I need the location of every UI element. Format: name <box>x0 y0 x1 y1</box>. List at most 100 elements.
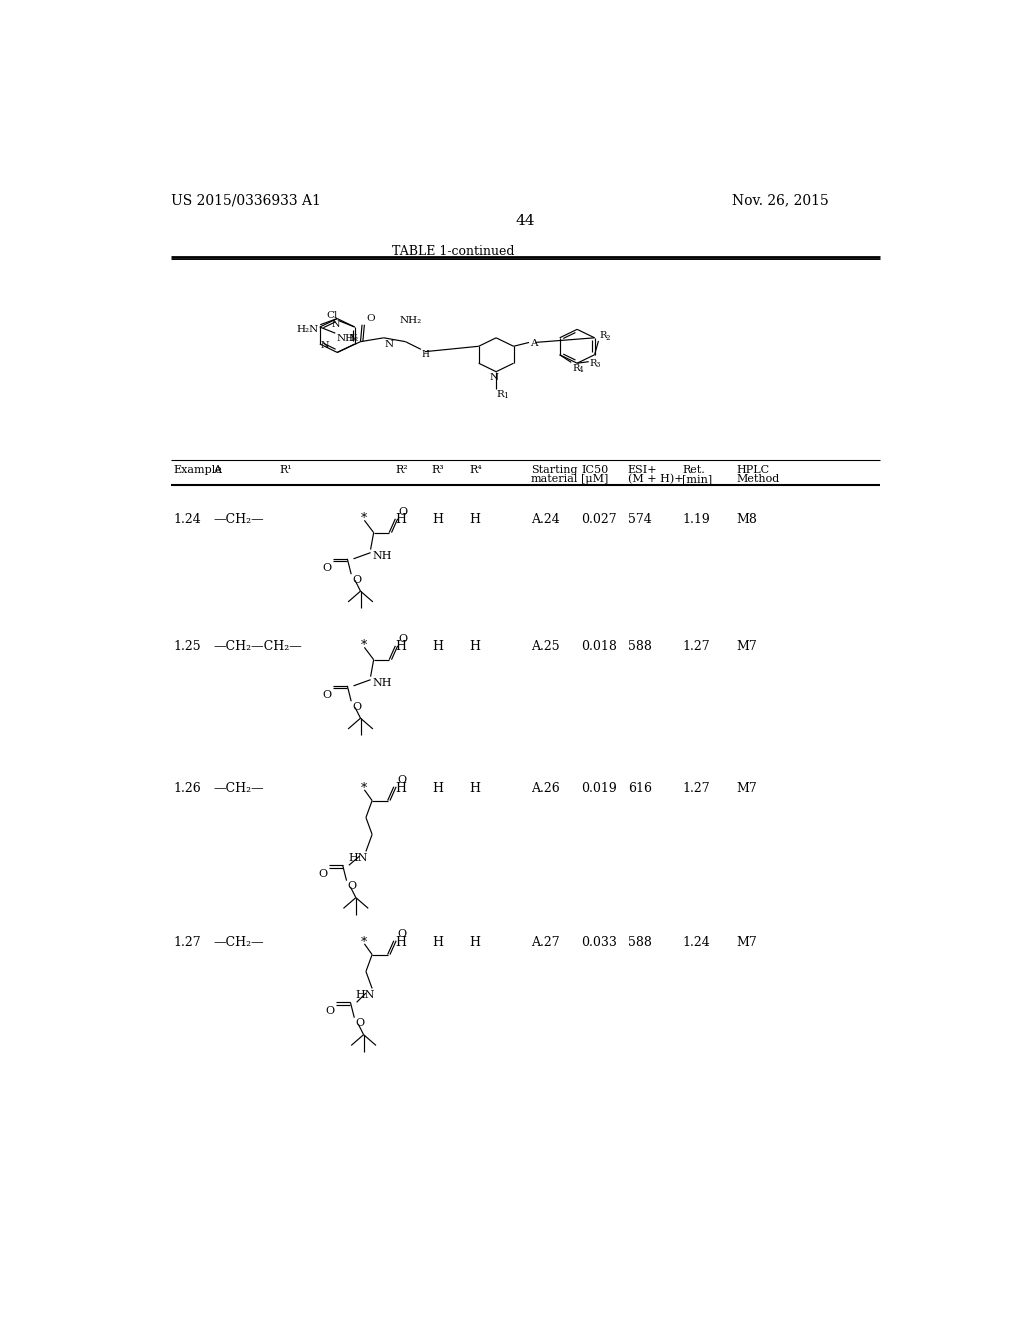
Text: R¹: R¹ <box>280 465 292 475</box>
Text: O: O <box>397 775 407 785</box>
Text: H: H <box>395 936 407 949</box>
Text: H: H <box>432 781 442 795</box>
Text: 574: 574 <box>628 512 651 525</box>
Text: US 2015/0336933 A1: US 2015/0336933 A1 <box>171 193 321 207</box>
Text: Starting: Starting <box>531 465 578 475</box>
Text: *: * <box>361 512 368 525</box>
Text: O: O <box>366 314 375 323</box>
Text: —CH₂—: —CH₂— <box>213 512 264 525</box>
Text: O: O <box>323 562 332 573</box>
Text: 616: 616 <box>628 781 652 795</box>
Text: Cl: Cl <box>327 312 338 321</box>
Text: 3: 3 <box>596 360 600 368</box>
Text: O: O <box>323 689 332 700</box>
Text: 0.019: 0.019 <box>582 781 617 795</box>
Text: —CH₂—: —CH₂— <box>213 936 264 949</box>
Text: H₂N: H₂N <box>296 326 318 334</box>
Text: H: H <box>395 640 407 652</box>
Text: 1.27: 1.27 <box>682 781 710 795</box>
Text: A: A <box>529 339 538 348</box>
Text: 0.018: 0.018 <box>582 640 617 652</box>
Text: material: material <box>531 474 579 484</box>
Text: TABLE 1-continued: TABLE 1-continued <box>391 244 514 257</box>
Text: HPLC: HPLC <box>736 465 769 475</box>
Text: N: N <box>321 341 329 350</box>
Text: HN: HN <box>349 853 369 863</box>
Text: H: H <box>395 512 407 525</box>
Text: (M + H)+: (M + H)+ <box>628 474 683 484</box>
Text: A.27: A.27 <box>531 936 560 949</box>
Text: IC50: IC50 <box>582 465 608 475</box>
Text: ESI+: ESI+ <box>628 465 657 475</box>
Text: NH₂: NH₂ <box>399 315 422 325</box>
Text: *: * <box>361 639 368 652</box>
Text: 1.19: 1.19 <box>682 512 710 525</box>
Text: H: H <box>469 512 480 525</box>
Text: M7: M7 <box>736 640 757 652</box>
Text: 0.027: 0.027 <box>582 512 617 525</box>
Text: R: R <box>599 331 606 341</box>
Text: *: * <box>361 936 368 949</box>
Text: N: N <box>385 341 393 348</box>
Text: H: H <box>469 781 480 795</box>
Text: N: N <box>490 374 499 383</box>
Text: N: N <box>348 334 356 343</box>
Text: 1.25: 1.25 <box>173 640 201 652</box>
Text: —CH₂—CH₂—: —CH₂—CH₂— <box>213 640 302 652</box>
Text: —CH₂—: —CH₂— <box>213 781 264 795</box>
Text: O: O <box>318 869 328 879</box>
Text: A: A <box>213 465 221 475</box>
Text: H: H <box>469 640 480 652</box>
Text: 44: 44 <box>515 214 535 228</box>
Text: R²: R² <box>395 465 409 475</box>
Text: *: * <box>361 781 368 795</box>
Text: O: O <box>326 1006 335 1016</box>
Text: H: H <box>432 640 442 652</box>
Text: O: O <box>347 882 356 891</box>
Text: 4: 4 <box>579 366 583 374</box>
Text: H: H <box>432 936 442 949</box>
Text: N: N <box>332 321 340 329</box>
Text: A.25: A.25 <box>531 640 560 652</box>
Text: O: O <box>352 702 361 711</box>
Text: O: O <box>398 507 408 517</box>
Text: 0.033: 0.033 <box>582 936 617 949</box>
Text: H: H <box>422 350 430 359</box>
Text: Ret.: Ret. <box>682 465 705 475</box>
Text: [μM]: [μM] <box>582 474 608 484</box>
Text: NH₂: NH₂ <box>337 334 359 343</box>
Text: 1.24: 1.24 <box>682 936 710 949</box>
Text: [min]: [min] <box>682 474 713 484</box>
Text: 1: 1 <box>503 392 508 400</box>
Text: 1.26: 1.26 <box>173 781 201 795</box>
Text: 588: 588 <box>628 640 651 652</box>
Text: H: H <box>395 781 407 795</box>
Text: R³: R³ <box>432 465 444 475</box>
Text: 1.24: 1.24 <box>173 512 201 525</box>
Text: R: R <box>590 359 597 368</box>
Text: R: R <box>497 391 505 399</box>
Text: NH: NH <box>372 678 391 688</box>
Text: M7: M7 <box>736 781 757 795</box>
Text: O: O <box>355 1019 365 1028</box>
Text: NH: NH <box>372 552 391 561</box>
Text: 1.27: 1.27 <box>682 640 710 652</box>
Text: O: O <box>352 576 361 585</box>
Text: 588: 588 <box>628 936 651 949</box>
Text: A.24: A.24 <box>531 512 560 525</box>
Text: R: R <box>572 364 580 374</box>
Text: 1.27: 1.27 <box>173 936 201 949</box>
Text: M7: M7 <box>736 936 757 949</box>
Text: H: H <box>469 936 480 949</box>
Text: Method: Method <box>736 474 779 484</box>
Text: M8: M8 <box>736 512 758 525</box>
Text: R⁴: R⁴ <box>469 465 481 475</box>
Text: Nov. 26, 2015: Nov. 26, 2015 <box>732 193 829 207</box>
Text: Example: Example <box>173 465 222 475</box>
Text: HN: HN <box>355 990 375 1001</box>
Text: A.26: A.26 <box>531 781 560 795</box>
Text: H: H <box>432 512 442 525</box>
Text: O: O <box>398 635 408 644</box>
Text: 2: 2 <box>605 334 610 342</box>
Text: O: O <box>397 929 407 940</box>
